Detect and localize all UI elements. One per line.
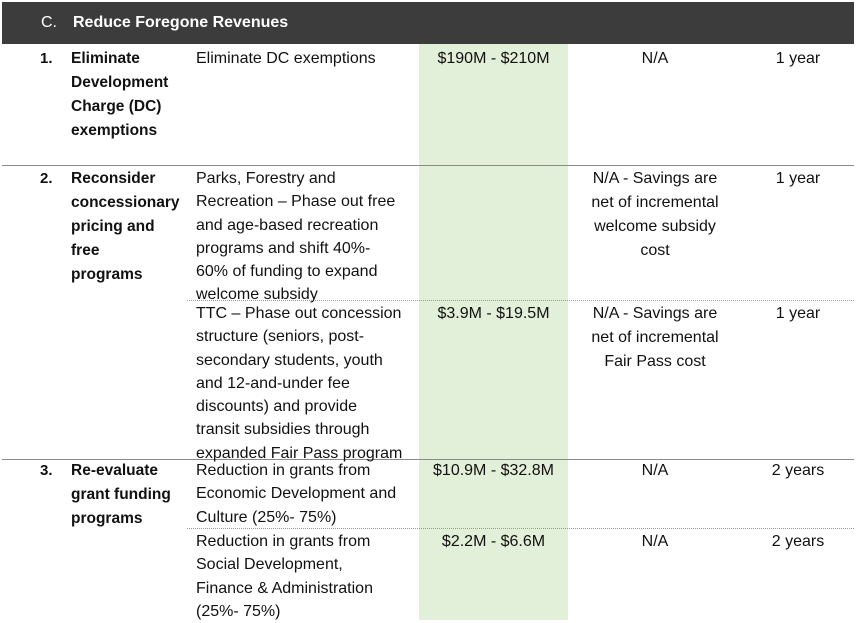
- row-name: Reconsider concessionary pricing and fre…: [71, 170, 180, 283]
- section-letter: C.: [41, 14, 57, 31]
- item-description: Eliminate DC exemptions: [196, 50, 376, 67]
- item-note: N/A: [641, 533, 669, 550]
- item-cost: $3.9M - $19.5M: [437, 305, 550, 322]
- item-timeline: 1 year: [775, 305, 821, 322]
- row-number: 1.: [40, 50, 53, 67]
- item-cost: $10.9M - $32.8M: [433, 462, 554, 479]
- row-divider: [2, 165, 854, 166]
- item-timeline: 2 years: [771, 533, 825, 550]
- item-note: N/A: [641, 50, 669, 67]
- item-cost: $2.2M - $6.6M: [441, 533, 546, 550]
- row-number: 3.: [40, 462, 53, 479]
- cost-column-highlight: [419, 44, 568, 620]
- section-title: Reduce Foregone Revenues: [73, 14, 289, 31]
- item-timeline: 2 years: [771, 462, 825, 479]
- item-timeline: 1 year: [775, 50, 821, 67]
- subrow-divider: [187, 300, 854, 301]
- item-description: TTC – Phase out concession structure (se…: [196, 305, 403, 462]
- item-timeline: 1 year: [775, 170, 821, 187]
- item-note: N/A - Savings are net of incremental wel…: [591, 170, 719, 259]
- item-note: N/A - Savings are net of incremental Fai…: [591, 305, 719, 370]
- row-name: Eliminate Development Charge (DC) exempt…: [71, 50, 169, 139]
- item-description: Reduction in grants from Economic Develo…: [196, 462, 397, 526]
- item-note: N/A: [641, 462, 669, 479]
- subrow-divider: [187, 528, 854, 529]
- item-cost: $190M - $210M: [437, 50, 550, 67]
- item-description: Reduction in grants from Social Developm…: [196, 533, 373, 620]
- row-name: Re-evaluate grant funding programs: [71, 462, 171, 527]
- item-description: Parks, Forestry and Recreation – Phase o…: [196, 170, 396, 304]
- row-number: 2.: [40, 170, 53, 187]
- row-divider: [2, 459, 854, 460]
- section-header: C. Reduce Foregone Revenues: [2, 2, 854, 44]
